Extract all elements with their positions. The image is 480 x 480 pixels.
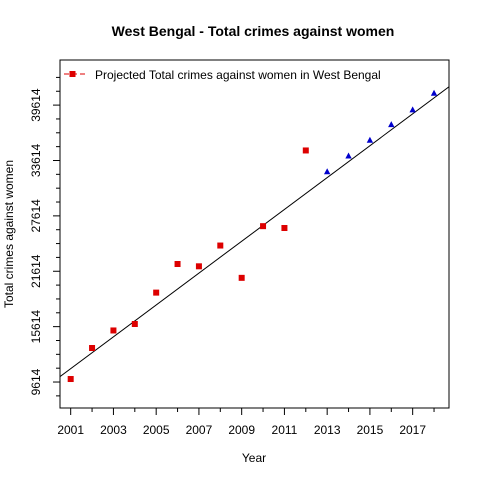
y-tick-label: 39614 [29,88,43,122]
data-point-actual [174,261,181,267]
data-point-projected [366,136,374,143]
data-point-projected [345,152,352,159]
data-point-actual [302,147,309,154]
y-tick-label: 9614 [29,368,43,395]
x-tick-label: 2015 [357,423,384,437]
data-point-actual [131,321,138,327]
data-point-actual [153,289,160,296]
data-point-projected [323,168,331,175]
x-axis-label: Year [242,451,266,465]
y-tick-label: 27614 [29,199,43,233]
data-point-actual [89,345,96,351]
legend: Projected Total crimes against women in … [64,68,381,82]
data-points [67,89,438,383]
legend-square-marker [69,71,76,77]
x-tick-label: 2017 [399,423,426,437]
data-point-projected [430,89,438,96]
data-point-projected [409,106,416,113]
data-point-projected [388,121,395,128]
x-axis: 2001 2003 2005 2007 2009 2011 2013 2015 2017 [57,408,435,437]
y-axis: 9614 15614 21614 27614 33614 39614 [29,76,60,397]
legend-label: Projected Total crimes against women in … [95,68,381,82]
x-tick-label: 2009 [228,423,255,437]
x-tick-label: 2013 [314,423,341,437]
y-tick-label: 33614 [29,143,43,177]
data-point-actual [238,274,245,281]
y-tick-label: 15614 [29,310,43,344]
chart-title: West Bengal - Total crimes against women [112,23,395,39]
plot-frame [59,59,450,409]
trendline-layer [60,86,449,378]
data-point-actual [195,263,202,270]
trend-line [60,86,449,378]
x-tick-label: 2007 [186,423,213,437]
data-point-actual [67,376,74,383]
x-tick-label: 2001 [57,423,84,437]
data-point-actual [260,223,267,230]
data-point-actual [281,225,288,231]
y-axis-label: Total crimes against women [2,160,16,308]
y-tick-label: 21614 [29,254,43,288]
data-point-actual [110,327,117,334]
x-tick-label: 2011 [272,423,298,437]
x-tick-label: 2005 [143,423,170,437]
data-point-actual [217,242,224,249]
x-tick-label: 2003 [100,423,127,437]
